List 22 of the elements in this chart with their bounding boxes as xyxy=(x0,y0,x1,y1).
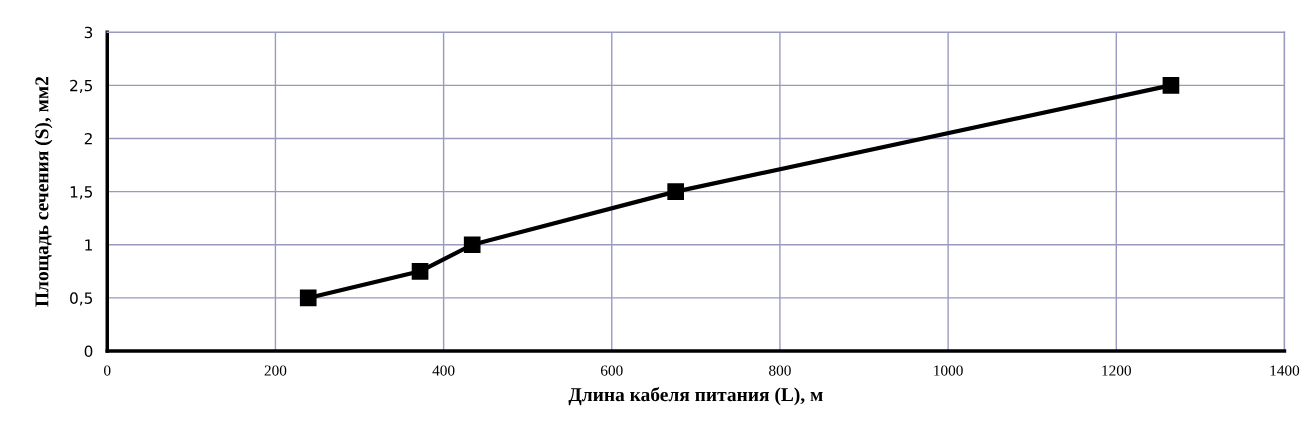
point xyxy=(411,262,429,280)
x-tick-label: 1200 xyxy=(1102,365,1131,376)
y-tick-label: 0 xyxy=(84,345,93,358)
y-tick-label: 0,5 xyxy=(70,292,93,306)
x-tick-label: 400 xyxy=(432,365,455,376)
y-axis-title: Площадь сечения (S), мм2 xyxy=(34,76,53,307)
x-axis-title: Длина кабеля питания (L), м xyxy=(568,387,823,406)
point xyxy=(299,289,317,307)
x-tick-label: 1400 xyxy=(1270,365,1300,376)
x-tick-label: 0 xyxy=(104,365,111,376)
x-tick-label: 600 xyxy=(600,365,623,376)
point xyxy=(1162,76,1180,94)
y-tick-label: 2,5 xyxy=(70,79,93,93)
x-tick-label: 1000 xyxy=(934,365,963,376)
point xyxy=(463,236,481,254)
y-tick-label: 3 xyxy=(84,26,93,39)
x-tick-label: 200 xyxy=(264,365,287,376)
x-tick-label: 800 xyxy=(769,365,791,376)
point xyxy=(667,183,685,200)
y-tick-label: 1,5 xyxy=(70,186,93,200)
y-tick-label: 1 xyxy=(85,239,92,251)
y-tick-label: 2 xyxy=(84,132,92,145)
